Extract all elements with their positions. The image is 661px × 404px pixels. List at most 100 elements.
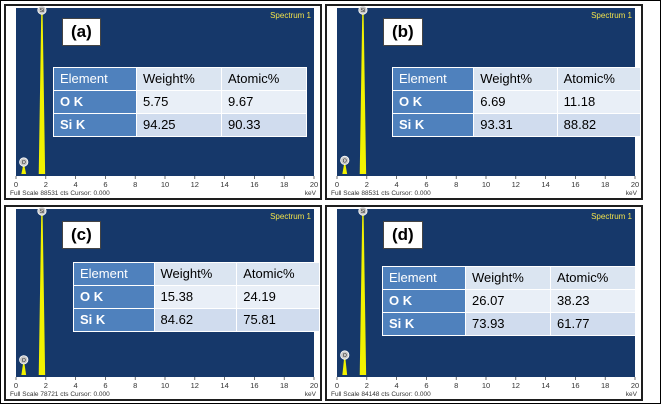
peak-marker-si	[358, 207, 368, 216]
x-tick-label: 12	[191, 180, 199, 189]
table-row: O K 6.69 11.18	[391, 90, 641, 114]
header-element: Element	[73, 262, 155, 286]
cell-weight: 84.62	[153, 308, 238, 332]
cell-atomic: 61.77	[550, 312, 636, 336]
spectrum-peak-si	[359, 215, 367, 375]
x-tick-label: 10	[161, 180, 169, 189]
panel-label-d: (d)	[383, 221, 423, 249]
cell-atomic: 75.81	[236, 308, 320, 332]
header-element: Element	[382, 266, 466, 290]
x-tick-label: 0	[335, 381, 339, 390]
eds-panel-a: Si O Spectrum 1 0 2 4 6 8 10 12 14 16 18 20 Full Scale…	[4, 4, 322, 200]
peak-marker-si	[37, 6, 47, 15]
x-tick-label: 0	[14, 381, 18, 390]
x-tick-label: 14	[220, 381, 228, 390]
cell-atomic: 38.23	[550, 289, 636, 313]
cell-weight: 94.25	[136, 113, 222, 137]
table-header-row: Element Weight% Atomic%	[73, 262, 320, 286]
x-tick-label: 10	[482, 180, 490, 189]
panel-label-c: (c)	[62, 221, 101, 249]
peak-label-o: O	[343, 159, 347, 165]
x-tick-label: 8	[133, 180, 137, 189]
cell-element: O K	[73, 285, 155, 309]
peak-marker-o	[340, 350, 350, 360]
header-weight: Weight%	[473, 67, 558, 91]
eds-panel-d: Si O Spectrum 1 0 2 4 6 8 10 12 14 16 18 20 Full Scale…	[325, 205, 643, 401]
spectrum-label: Spectrum 1	[591, 11, 632, 20]
cell-atomic: 90.33	[221, 113, 307, 137]
peak-label-o: O	[343, 353, 347, 359]
cell-weight: 93.31	[473, 113, 558, 137]
x-tick-label: 16	[571, 381, 579, 390]
table-row: Si K 94.25 90.33	[53, 113, 307, 137]
x-tick-label: 12	[512, 381, 520, 390]
x-tick-label: 4	[395, 381, 399, 390]
cell-atomic: 24.19	[236, 285, 320, 309]
x-axis-label: keV	[305, 190, 317, 197]
peak-label-si: Si	[361, 209, 366, 215]
x-tick-label: 0	[335, 180, 339, 189]
table-header-row: Element Weight% Atomic%	[382, 266, 636, 290]
header-weight: Weight%	[136, 67, 222, 91]
table-row: O K 15.38 24.19	[73, 285, 320, 309]
x-tick-label: 6	[424, 180, 428, 189]
x-tick-label: 10	[161, 381, 169, 390]
peak-label-si: Si	[361, 8, 366, 14]
x-axis-label: keV	[626, 391, 638, 398]
spectrum-peak-si	[38, 14, 46, 174]
peak-marker-o	[19, 157, 29, 167]
x-axis-label: keV	[626, 190, 638, 197]
cell-element: Si K	[391, 113, 475, 137]
x-tick-label: 6	[103, 381, 107, 390]
spectrum-peak-si	[359, 14, 367, 174]
table-row: Si K 73.93 61.77	[382, 312, 636, 336]
table-header-row: Element Weight% Atomic%	[53, 67, 307, 91]
spectrum-peak-si	[38, 215, 46, 375]
spectrum-peak-o	[342, 164, 348, 174]
spectrum-label: Spectrum 1	[270, 212, 311, 221]
cell-weight: 73.93	[465, 312, 551, 336]
header-atomic: Atomic%	[221, 67, 307, 91]
composition-table-d: Element Weight% Atomic% O K 26.07 38.23 …	[382, 266, 636, 336]
header-element: Element	[53, 67, 137, 91]
x-tick-label: 12	[512, 180, 520, 189]
x-tick-label: 4	[395, 180, 399, 189]
x-tick-label: 16	[250, 381, 258, 390]
x-tick-label: 8	[454, 381, 458, 390]
header-atomic: Atomic%	[556, 67, 641, 91]
cell-element: Si K	[382, 312, 466, 336]
x-tick-label: 4	[74, 180, 78, 189]
x-tick-label: 14	[220, 180, 228, 189]
x-tick-label: 8	[133, 381, 137, 390]
x-tick-label: 20	[631, 180, 639, 189]
peak-label-si: Si	[40, 209, 45, 215]
x-tick-label: 18	[280, 381, 288, 390]
peak-label-o: O	[22, 358, 26, 364]
header-atomic: Atomic%	[236, 262, 320, 286]
composition-table-b: Element Weight% Atomic% O K 6.69 11.18 S…	[391, 67, 641, 137]
cell-weight: 15.38	[153, 285, 238, 309]
x-tick-label: 18	[601, 180, 609, 189]
footer-text: Full Scale 78721 cts Cursor: 0.000	[10, 391, 110, 398]
spectrum-peak-o	[342, 359, 348, 375]
cell-weight: 6.69	[473, 90, 558, 114]
x-tick-label: 20	[310, 180, 318, 189]
table-header-row: Element Weight% Atomic%	[391, 67, 641, 91]
footer-text: Full Scale 88531 cts Cursor: 0.000	[331, 190, 431, 197]
x-tick-label: 16	[571, 180, 579, 189]
cell-weight: 26.07	[465, 289, 551, 313]
x-tick-label: 14	[541, 381, 549, 390]
x-tick-label: 8	[454, 180, 458, 189]
cell-element: Si K	[53, 113, 137, 137]
x-tick-label: 0	[14, 180, 18, 189]
cell-element: O K	[391, 90, 475, 114]
cell-atomic: 11.18	[556, 90, 641, 114]
x-tick-label: 18	[280, 180, 288, 189]
footer-text: Full Scale 88531 cts Cursor: 0.000	[10, 190, 110, 197]
x-tick-label: 6	[424, 381, 428, 390]
table-row: O K 5.75 9.67	[53, 90, 307, 114]
composition-table-a: Element Weight% Atomic% O K 5.75 9.67 Si…	[53, 67, 307, 137]
header-weight: Weight%	[465, 266, 551, 290]
cell-atomic: 9.67	[221, 90, 307, 114]
